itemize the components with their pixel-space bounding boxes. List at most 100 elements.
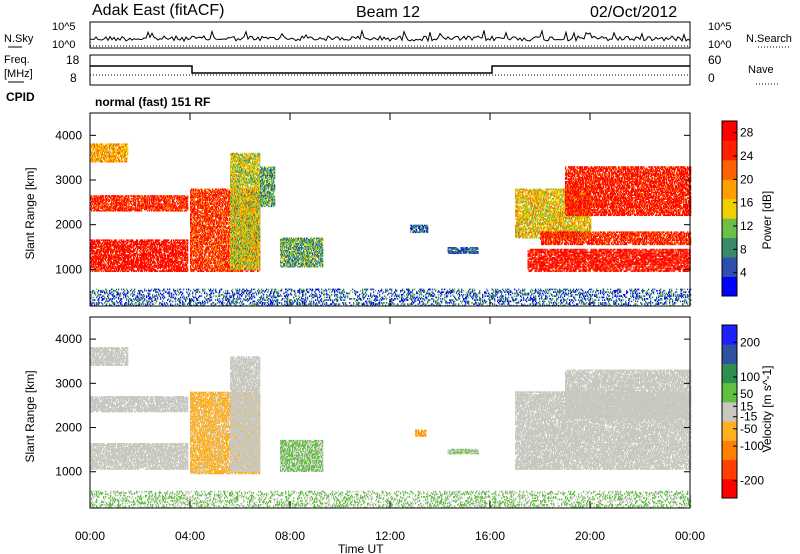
power-colorbar-segment <box>722 159 737 180</box>
velocity-region <box>280 439 324 473</box>
x-tick-label: 12:00 <box>375 529 405 543</box>
velocity-colorbar-tick-label: -50 <box>740 422 758 436</box>
x-tick-label: 00:00 <box>75 529 105 543</box>
power-region <box>90 195 189 212</box>
nsky-tick-bottom: 10^0 <box>52 39 76 51</box>
power-colorbar-frame <box>721 120 738 297</box>
velocity-colorbar-segment <box>722 421 737 441</box>
power-colorbar-segment <box>722 179 737 200</box>
power-colorbar-label: Power [dB] <box>760 191 774 250</box>
x-tick-label: 00:00 <box>675 529 705 543</box>
velocity-region <box>90 443 189 470</box>
velocity-region <box>565 369 692 420</box>
velocity-colorbar-tick-label: 100 <box>740 370 760 384</box>
x-tick-label: 04:00 <box>175 529 205 543</box>
power-region <box>280 237 324 268</box>
velocity-colorbar-tick-label: 200 <box>740 335 760 349</box>
nsearch-tick-top: 10^5 <box>708 21 732 33</box>
nave-tick-top: 60 <box>708 53 722 67</box>
velocity-colorbar-tick-label: -200 <box>740 474 764 488</box>
power-colorbar-segment <box>722 121 737 141</box>
velocity-region <box>90 396 189 413</box>
power-colorbar-tick-label: 4 <box>740 266 747 280</box>
x-axis-label: Time UT <box>338 542 384 554</box>
power-region <box>410 224 429 234</box>
velocity-colorbar-segment <box>722 440 737 460</box>
nsky-tick-top: 10^5 <box>52 21 76 33</box>
velocity-region <box>90 347 129 366</box>
velocity-colorbar-segment <box>722 344 737 364</box>
velocity-region <box>415 429 427 437</box>
power-region <box>527 248 691 272</box>
x-tick-label: 20:00 <box>575 529 605 543</box>
power-ytick-label: 3000 <box>55 173 82 187</box>
nsky-panel-frame <box>89 21 691 49</box>
velocity-region <box>230 356 261 473</box>
power-colorbar-segment <box>722 218 737 239</box>
nave-tick-bottom: 0 <box>708 71 715 85</box>
freq-trace <box>90 65 690 74</box>
velocity-ytick-label: 1000 <box>55 465 82 479</box>
freq-panel-frame <box>89 54 691 86</box>
velocity-ytick-label: 3000 <box>55 376 82 390</box>
velocity-colorbar-tick-label: 15 <box>740 399 754 413</box>
nsearch-tick-bottom: 10^0 <box>708 39 732 51</box>
velocity-ytick-label: 2000 <box>55 421 82 435</box>
velocity-colorbar-label: Velocity [m s^-1] <box>760 366 774 453</box>
freq-label-line1: Freq. <box>4 54 30 66</box>
velocity-colorbar-segment <box>722 401 737 422</box>
velocity-colorbar-segment <box>722 325 737 345</box>
nsky-label: N.Sky <box>4 33 34 45</box>
power-ytick-label: 2000 <box>55 218 82 232</box>
power-panel: 1000 2000 3000 4000 Slant Range [km] 4 8 12 16 20… <box>23 112 774 307</box>
power-region <box>90 143 129 163</box>
power-region <box>565 166 692 217</box>
station-title: Adak East (fitACF) <box>92 2 224 19</box>
time-axis: 00:00 04:00 08:00 12:00 16:00 20:00 00:00 <box>75 529 705 543</box>
power-ylabel: Slant Range [km] <box>23 167 37 259</box>
date-title: 02/Oct/2012 <box>590 4 677 21</box>
velocity-colorbar-segment <box>722 478 737 499</box>
power-colorbar-segment <box>722 237 737 258</box>
power-region <box>260 166 276 208</box>
velocity-region <box>447 448 479 455</box>
power-ytick-label: 4000 <box>55 128 82 142</box>
power-colorbar-tick-label: 24 <box>740 149 754 163</box>
power-region <box>90 239 189 272</box>
nsky-panel: N.Sky 10^5 10^0 10^5 10^0 N.Search <box>4 21 792 51</box>
power-colorbar-segment <box>722 198 737 219</box>
power-colorbar-tick-label: 8 <box>740 242 747 256</box>
nave-label: Nave <box>748 64 774 76</box>
freq-tick-top: 18 <box>66 53 80 67</box>
x-tick-label: 16:00 <box>475 529 505 543</box>
velocity-ytick-label: 4000 <box>55 332 82 346</box>
freq-label-line2: [MHz] <box>4 68 33 80</box>
nsearch-label: N.Search <box>746 33 792 45</box>
cpid-label: CPID <box>6 90 35 104</box>
freq-panel: Freq. [MHz] 18 8 60 0 Nave <box>4 53 780 86</box>
velocity-colorbar-tick-label: 50 <box>740 387 754 401</box>
power-colorbar-tick-label: 12 <box>740 219 754 233</box>
velocity-colorbar-segment <box>722 382 737 403</box>
velocity-colorbar-tick-label: -15 <box>740 410 758 424</box>
power-region <box>230 152 261 270</box>
power-region <box>90 288 692 307</box>
power-colorbar-tick-label: 28 <box>740 126 754 140</box>
velocity-colorbar-tick-label: -100 <box>740 439 764 453</box>
cpid-text: normal (fast) 151 RF <box>95 95 210 109</box>
velocity-colorbar-segment <box>722 363 737 384</box>
velocity-panel: 1000 2000 3000 4000 Slant Range [km] 200 100 50… <box>23 316 774 509</box>
velocity-ylabel: Slant Range [km] <box>23 370 37 462</box>
power-region <box>540 231 692 246</box>
power-colorbar-tick-label: 20 <box>740 172 754 186</box>
power-colorbar-segment <box>722 257 737 277</box>
velocity-colorbar-frame <box>721 324 738 499</box>
x-tick-label: 08:00 <box>275 529 305 543</box>
power-colorbar-segment <box>722 276 737 297</box>
power-colorbar-segment <box>722 140 737 161</box>
beam-title: Beam 12 <box>356 4 420 21</box>
power-ytick-label: 1000 <box>55 262 82 276</box>
power-colorbar-tick-label: 16 <box>740 196 754 210</box>
nsky-trace <box>89 28 691 43</box>
